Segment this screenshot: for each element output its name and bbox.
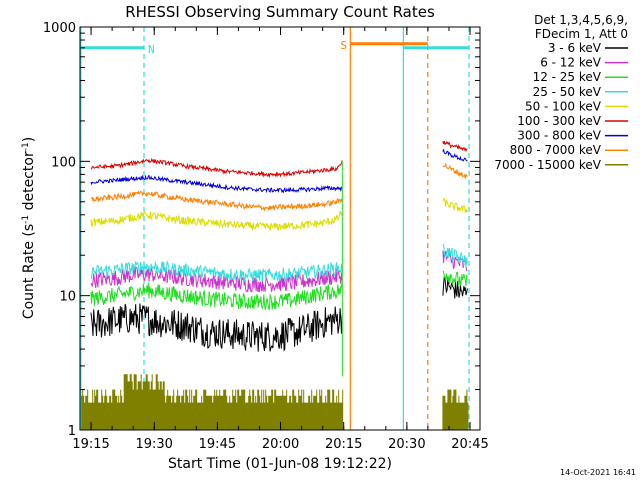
interval-label-2: S bbox=[340, 39, 347, 52]
legend-label-4: 25 - 50 keV bbox=[533, 85, 602, 99]
series-6-segment-2 bbox=[442, 140, 468, 153]
plot-area bbox=[80, 27, 470, 430]
series-12-25kev bbox=[90, 270, 468, 311]
y-tick-label-4: 1000 bbox=[43, 21, 76, 36]
y-axis-label-end: ) bbox=[21, 137, 37, 142]
x-tick-label-7: 20:45 bbox=[451, 437, 488, 452]
axes: N S 19:15 19:30 19:45 20:00 20:15 20:30 20:45 1 10… bbox=[43, 21, 489, 452]
x-tick-label-5: 20:15 bbox=[325, 437, 362, 452]
x-tick-label-1: 19:15 bbox=[72, 437, 109, 452]
legend-label-5: 50 - 100 keV bbox=[525, 99, 602, 113]
series-8-segment-1 bbox=[90, 190, 343, 212]
x-tick-label-2: 19:30 bbox=[135, 437, 172, 452]
x-tick-label-6: 20:30 bbox=[388, 437, 425, 452]
series-50-100kev bbox=[90, 197, 468, 231]
legend-label-2: 6 - 12 keV bbox=[540, 56, 602, 70]
series-7-segment-2 bbox=[442, 149, 468, 162]
series-6-segment-1 bbox=[90, 157, 343, 179]
series-3-segment-1 bbox=[90, 282, 343, 311]
x-axis-label: Start Time (01-Jun-08 19:12:22) bbox=[168, 456, 392, 472]
series-800-7000kev bbox=[90, 162, 468, 212]
legend: Det 1,3,4,5,6,9, FDecim 1, Att 0 3 - 6 k… bbox=[494, 13, 628, 172]
y-axis-label-sup1: -1 bbox=[21, 215, 31, 224]
series-7000-15000-kev bbox=[81, 374, 469, 430]
series-4-segment-2 bbox=[442, 243, 468, 267]
x-tick-label-3: 19:45 bbox=[199, 437, 236, 452]
series-3-6kev bbox=[90, 276, 468, 352]
y-tick-label-3: 100 bbox=[51, 155, 76, 170]
series-8-segment-2 bbox=[442, 162, 468, 179]
series-2-segment-1 bbox=[90, 266, 343, 293]
series-6-12kev bbox=[90, 250, 468, 293]
interval-label-1: N bbox=[148, 43, 155, 56]
series-1-segment-2 bbox=[442, 276, 468, 299]
legend-label-1: 3 - 6 keV bbox=[548, 41, 602, 55]
legend-header-line-2: FDecim 1, Att 0 bbox=[535, 27, 628, 41]
series-100-300kev bbox=[90, 140, 468, 179]
legend-label-3: 12 - 25 keV bbox=[533, 70, 602, 84]
series-2-segment-2 bbox=[442, 250, 468, 272]
series-4-segment-1 bbox=[90, 259, 343, 284]
series-5-segment-1 bbox=[90, 210, 343, 231]
chart-title: RHESSI Observing Summary Count Rates bbox=[125, 3, 435, 21]
series-3-segment-2 bbox=[442, 270, 468, 287]
band-base bbox=[81, 404, 469, 430]
legend-header-line-1: Det 1,3,4,5,6,9, bbox=[534, 13, 628, 27]
series-25-50kev bbox=[90, 243, 468, 284]
y-axis-label-mid: detector bbox=[21, 151, 37, 215]
y-axis-label: Count Rate (s-1 detector-1) bbox=[21, 137, 37, 319]
legend-label-9: 7000 - 15000 keV bbox=[494, 158, 601, 172]
legend-label-6: 100 - 300 keV bbox=[517, 114, 601, 128]
y-axis-label-main: Count Rate (s bbox=[21, 224, 37, 319]
y-tick-label-2: 10 bbox=[59, 290, 76, 305]
x-tick-label-4: 20:00 bbox=[262, 437, 299, 452]
series-5-segment-2 bbox=[442, 197, 468, 213]
y-tick-label-1: 1 bbox=[68, 424, 76, 439]
series-300-800kev bbox=[90, 149, 468, 194]
series-1-segment-1 bbox=[90, 303, 343, 352]
footer-timestamp: 14-Oct-2021 16:41 bbox=[560, 468, 636, 477]
series-7-segment-1 bbox=[90, 174, 343, 194]
y-axis-label-sup2: -1 bbox=[21, 142, 31, 151]
legend-label-8: 800 - 7000 keV bbox=[510, 143, 602, 157]
plot-frame bbox=[79, 26, 481, 431]
legend-label-7: 300 - 800 keV bbox=[517, 129, 601, 143]
